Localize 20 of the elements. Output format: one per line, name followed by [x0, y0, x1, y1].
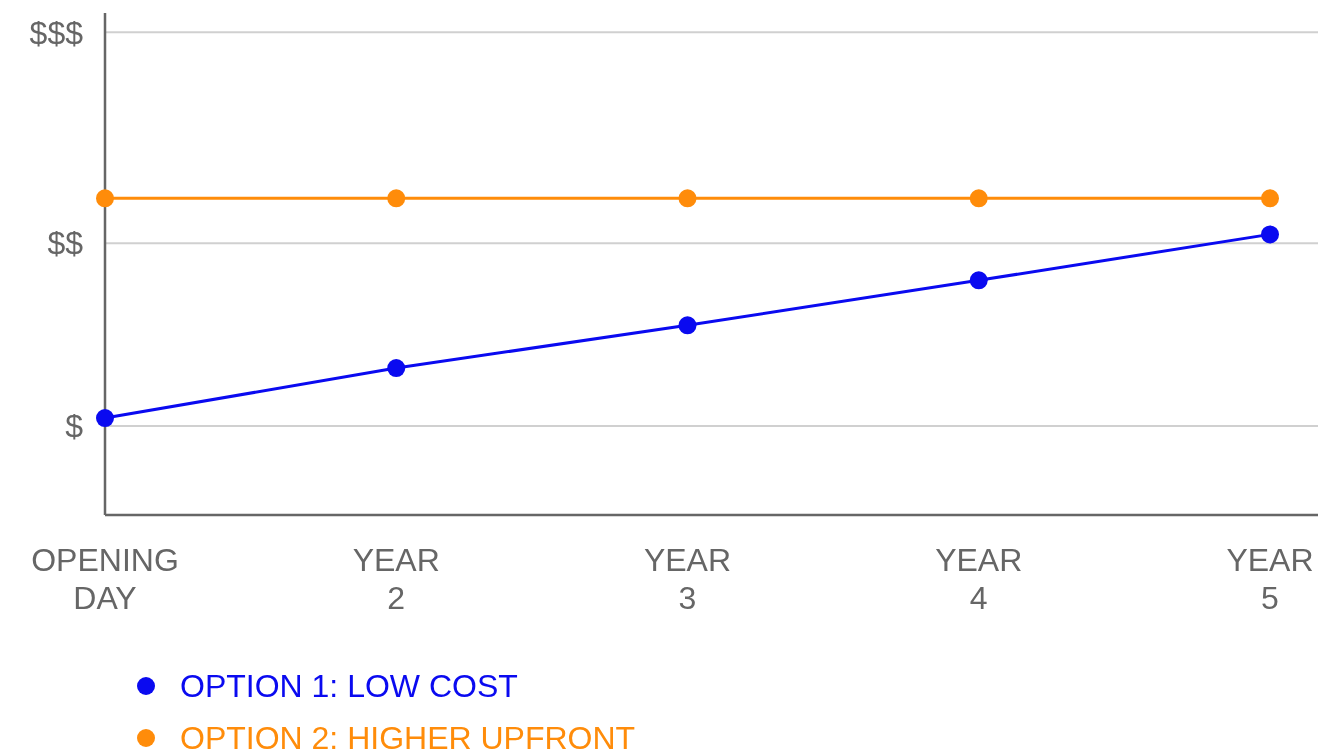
x-tick-label: YEAR 2 [352, 542, 440, 616]
legend-label: OPTION 1: LOW COST [180, 668, 518, 705]
x-tick-label: YEAR 3 [643, 542, 732, 616]
point [678, 316, 697, 335]
ref-line-label: $$ [47, 225, 84, 262]
x-tick-label: YEAR 5 [1226, 542, 1314, 616]
legend-label: OPTION 2: HIGHER UPFRONT [180, 720, 636, 756]
point [387, 359, 406, 378]
ref-line-label: $$$ [29, 14, 84, 51]
x-tick-label: YEAR 4 [935, 542, 1023, 616]
point [1261, 189, 1279, 208]
point [387, 189, 406, 208]
point [96, 409, 114, 428]
point [1261, 225, 1279, 244]
point [969, 189, 988, 208]
x-tick-label: OPENING DAY [31, 542, 179, 616]
ref-line-label: $ [65, 408, 84, 445]
point [678, 189, 697, 208]
point [96, 189, 114, 208]
point [969, 271, 988, 290]
